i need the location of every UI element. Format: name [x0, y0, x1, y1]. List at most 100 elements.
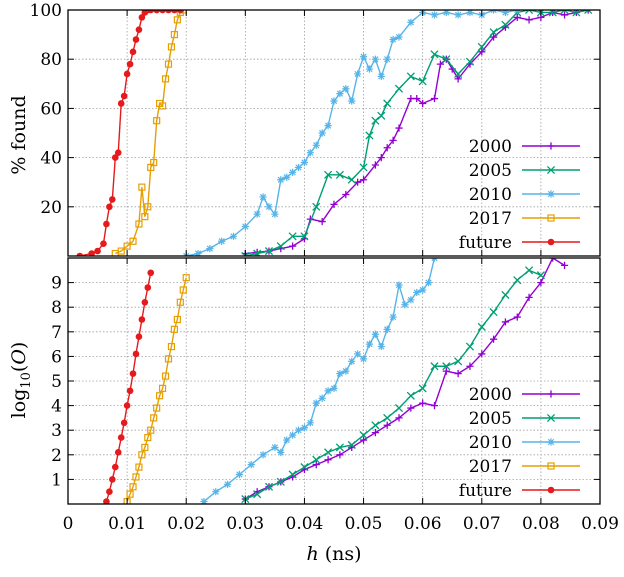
bottom-data-point-future — [135, 333, 143, 341]
bottom-legend-swatch-2005 — [522, 413, 580, 423]
bottom-series-2000 — [241, 258, 569, 503]
bottom-data-point-2000 — [525, 293, 533, 301]
top-data-point-future — [111, 154, 119, 161]
top-data-point-2010 — [371, 55, 379, 63]
bottom-series-2017 — [123, 274, 190, 504]
bottom-data-point-2010 — [200, 497, 208, 504]
top-data-point-future — [94, 247, 101, 255]
bottom-data-point-2005 — [525, 266, 534, 275]
bottom-data-point-2010 — [354, 350, 362, 358]
bottom-data-point-2017 — [135, 463, 143, 471]
bottom-data-point-2005 — [465, 342, 475, 351]
bottom-data-point-future — [114, 449, 122, 456]
top-data-point-2000 — [430, 94, 439, 103]
bottom-data-point-2005 — [536, 271, 545, 280]
bottom-data-point-2005 — [288, 470, 297, 479]
bottom-legend-marker-2005 — [546, 413, 556, 423]
top-data-point-2000 — [383, 144, 391, 152]
top-data-point-2010 — [271, 210, 279, 218]
top-data-point-2000 — [513, 13, 521, 21]
bottom-data-point-2000 — [454, 370, 462, 378]
bottom-data-point-2000 — [560, 261, 569, 269]
bottom-data-point-2017 — [170, 325, 178, 333]
bottom-data-point-2010 — [294, 426, 303, 434]
top-data-point-2010 — [324, 122, 332, 130]
bottom-legend-swatch-2017 — [522, 462, 580, 470]
bottom-data-point-future — [106, 488, 113, 496]
bottom-y-tick-label: 4 — [51, 397, 62, 417]
bottom-data-point-2010 — [247, 461, 255, 469]
bottom-data-point-2005 — [394, 404, 404, 413]
bottom-data-point-2010 — [407, 296, 415, 304]
bottom-y-tick-label: 9 — [51, 274, 62, 294]
bottom-data-point-2017 — [147, 426, 155, 434]
x-tick-label: 0.01 — [108, 514, 146, 534]
top-data-point-2005 — [394, 84, 404, 93]
bottom-data-point-2010 — [283, 436, 291, 444]
top-legend-marker-2000 — [547, 142, 555, 150]
top-legend-swatch-2005 — [522, 165, 580, 175]
top-data-point-2017 — [138, 183, 146, 191]
top-y-tick-label: 40 — [40, 149, 62, 169]
top-legend-swatch-2000 — [522, 142, 580, 150]
top-data-point-2005 — [454, 69, 463, 79]
bottom-data-point-2005 — [442, 362, 451, 371]
top-data-point-2000 — [478, 48, 486, 56]
bottom-data-point-2010 — [277, 448, 285, 456]
top-data-point-2010 — [407, 18, 415, 26]
top-data-point-future — [88, 250, 95, 256]
x-tick-label: 0.06 — [404, 514, 442, 534]
bottom-data-point-2017 — [173, 315, 181, 324]
bottom-data-point-2010 — [389, 313, 397, 321]
top-data-point-2010 — [336, 90, 344, 98]
bottom-data-point-2010 — [224, 480, 232, 488]
top-legend-marker-2005 — [546, 165, 556, 175]
top-data-point-2000 — [359, 176, 368, 184]
bottom-y-tick-label: 3 — [51, 421, 62, 441]
bottom-data-point-2000 — [407, 404, 415, 412]
bottom-data-point-2010 — [419, 286, 427, 294]
bottom-data-point-future — [111, 463, 119, 471]
top-data-point-future — [153, 10, 160, 14]
top-series-2005 — [241, 10, 593, 256]
top-data-point-future — [138, 14, 146, 21]
bottom-data-point-future — [147, 269, 155, 277]
top-data-point-future — [177, 10, 184, 14]
bottom-data-point-2000 — [383, 421, 391, 429]
bottom-data-point-2005 — [406, 391, 415, 400]
top-legend-label-2000: 2000 — [469, 137, 512, 157]
top-data-point-2005 — [418, 77, 427, 86]
bottom-data-point-2017 — [167, 342, 176, 351]
bottom-data-point-2010 — [306, 419, 314, 427]
bottom-data-point-2010 — [401, 301, 409, 309]
bottom-data-point-2010 — [324, 387, 332, 395]
bottom-data-point-2010 — [300, 424, 309, 432]
bottom-data-point-2017 — [129, 483, 137, 491]
bottom-legend-marker-2010 — [547, 438, 555, 446]
top-series-2000 — [241, 10, 592, 256]
top-data-point-2005 — [276, 242, 285, 251]
bottom-data-point-2005 — [347, 440, 356, 450]
bottom-data-point-2010 — [259, 451, 267, 459]
bottom-data-point-2017 — [141, 443, 149, 452]
bottom-legend-label-2017: 2017 — [469, 457, 512, 477]
bottom-plot-frame — [67, 257, 601, 505]
top-legend-label-future: future — [459, 233, 512, 253]
top-data-point-2000 — [584, 10, 592, 14]
top-data-point-2017 — [167, 43, 176, 51]
bottom-data-point-2017 — [179, 286, 187, 294]
top-legend-swatch-future — [522, 238, 580, 246]
bottom-series-future — [103, 269, 155, 504]
bottom-data-point-2017 — [164, 355, 173, 363]
bottom-data-point-2010 — [235, 470, 244, 479]
bottom-data-point-2005 — [253, 490, 262, 499]
bottom-data-point-2010 — [377, 342, 385, 351]
top-series-2010 — [182, 10, 521, 256]
bottom-data-point-2010 — [271, 443, 279, 452]
top-data-point-2017 — [129, 237, 137, 245]
bottom-data-point-2000 — [466, 362, 474, 370]
top-y-axis-label: % found — [8, 95, 30, 174]
top-data-point-2010 — [229, 232, 238, 240]
top-data-point-2005 — [442, 55, 451, 64]
